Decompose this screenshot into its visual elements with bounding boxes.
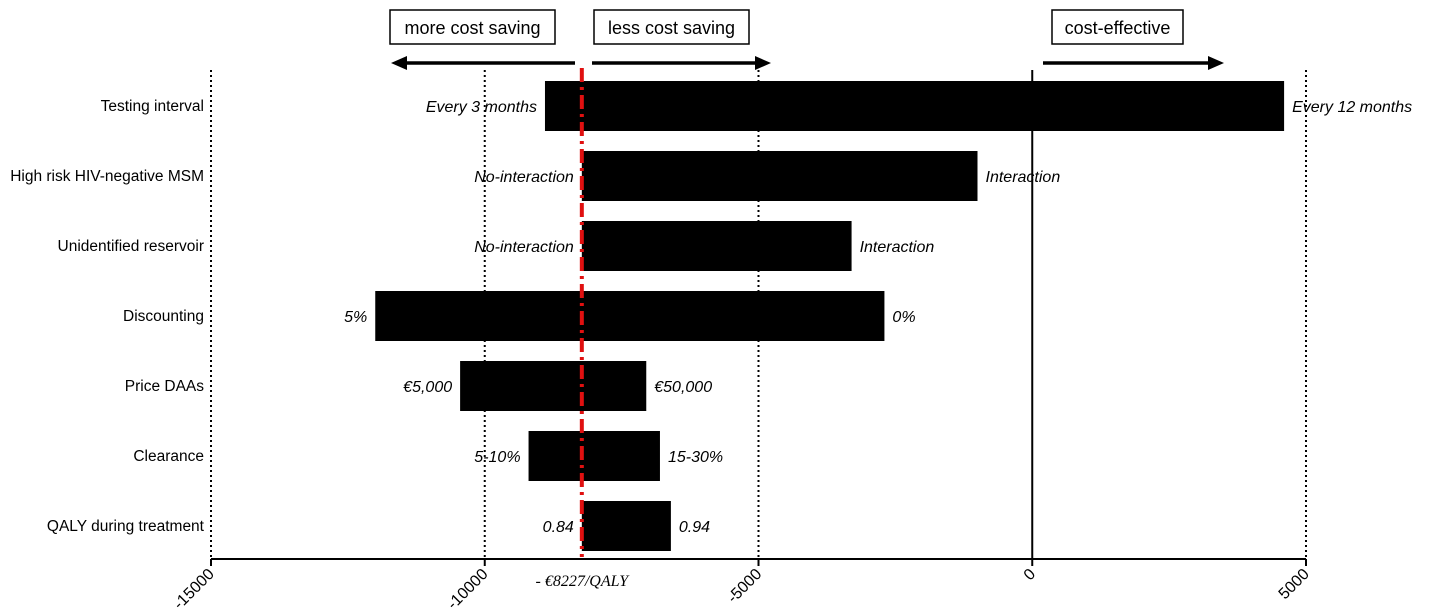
category-label: Clearance [133,448,204,465]
bar-high-label: €50,000 [654,379,712,396]
bar-low-label: 5% [344,309,367,326]
bar [375,291,885,341]
bar-high-label: Every 12 months [1292,99,1412,116]
category-label: QALY during treatment [47,518,205,535]
x-tick-label: -5000 [724,566,765,607]
bar-low-label: 0.84 [543,519,574,536]
reference-line-label: - €8227/QALY [536,573,631,590]
x-axis: -15000 -10000 -5000 0 5000 [171,558,1313,611]
category-label: High risk HIV-negative MSM [10,168,204,185]
bar [581,501,671,551]
bar-low-label: No-interaction [474,169,574,186]
reference-line-group: - €8227/QALY [536,68,631,590]
annotation-label: less cost saving [608,18,735,38]
x-tick-label: -15000 [171,566,218,611]
category-label: Discounting [123,308,204,325]
bar [581,221,852,271]
bar-low-label: Every 3 months [426,99,537,116]
bar-high-label: 0% [892,309,915,326]
annotation-box [1051,9,1184,45]
x-tick-label: 5000 [1276,566,1313,603]
bar-high-label: 0.94 [679,519,710,536]
bar [528,431,660,481]
bar-low-label: 5-10% [474,449,520,466]
bar [460,361,647,411]
direction-annotations: more cost saving less cost saving cost-eff… [389,9,1224,70]
category-labels: Testing interval High risk HIV-negative M… [10,98,204,535]
x-tick-label: 0 [1021,566,1039,584]
annotation-box [593,9,750,45]
bar-high-label: Interaction [860,239,935,256]
annotation-label: cost-effective [1065,18,1171,38]
x-tick-label: -10000 [444,566,491,611]
category-label: Unidentified reservoir [58,238,204,255]
bars: Every 3 months Every 12 months No-interact… [344,81,1412,551]
annotation-box [389,9,556,45]
direction-arrowhead [755,56,771,70]
annotation-label: more cost saving [404,18,540,38]
bar [581,151,978,201]
bar-high-label: Interaction [986,169,1061,186]
category-label: Testing interval [101,98,204,115]
bar-low-label: €5,000 [403,379,452,396]
direction-arrowhead [391,56,407,70]
bar [544,81,1285,131]
bar-low-label: No-interaction [474,239,574,256]
direction-arrowhead [1208,56,1224,70]
category-label: Price DAAs [125,378,204,395]
bar-high-label: 15-30% [668,449,723,466]
